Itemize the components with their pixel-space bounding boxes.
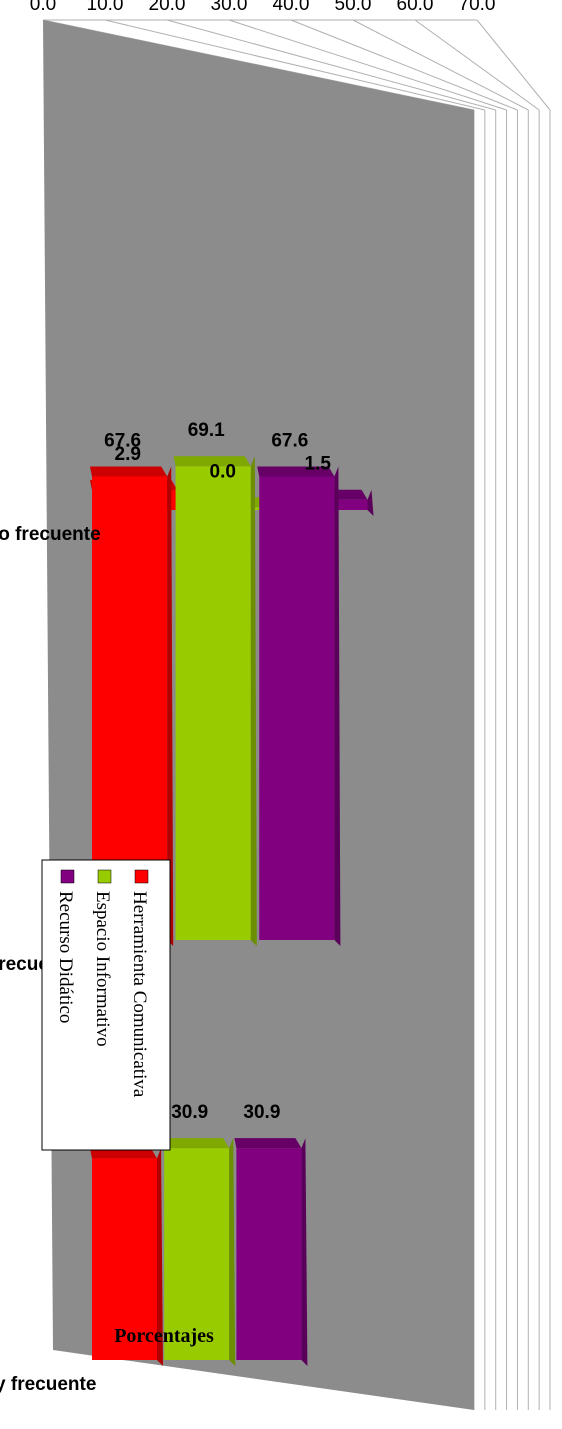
y-tick-label: 20.0 <box>149 0 186 15</box>
y-tick-label: 40.0 <box>273 0 310 15</box>
legend-swatch-herramienta <box>135 870 148 883</box>
gridline-diag-6 <box>415 20 539 110</box>
y-tick-label: 10.0 <box>87 0 124 15</box>
y-tick-label: 50.0 <box>335 0 372 15</box>
y-tick-labels: 0.0 10.0 20.0 30.0 40.0 50.0 60.0 70.0 <box>30 0 496 15</box>
category-label-2: Muy frecuente <box>0 1374 96 1395</box>
bar-1-1 <box>176 466 251 940</box>
bar-top-0-1 <box>90 467 167 477</box>
data-label-0-1: 67.6 <box>104 430 141 451</box>
data-label-1-0: 0.0 <box>210 461 236 482</box>
legend-label-recurso: Recurso Didático <box>55 891 76 1023</box>
data-label-1-2: 30.9 <box>171 1102 208 1123</box>
y-tick-label: 60.0 <box>397 0 434 15</box>
data-label-2-2: 30.9 <box>243 1102 280 1123</box>
bar-top-1-2 <box>162 1138 229 1148</box>
legend-label-espacio: Espacio Informativo <box>92 891 113 1047</box>
legend-label-herramienta: Herramienta Comunicativa <box>129 891 150 1098</box>
bar-2-1 <box>259 477 334 941</box>
legend-swatch-espacio <box>98 870 111 883</box>
legend: Herramienta Comunicativa Espacio Informa… <box>42 860 170 1150</box>
bar-top-2-2 <box>234 1138 301 1148</box>
bar-2-2 <box>236 1148 301 1360</box>
y-tick-label: 30.0 <box>211 0 248 15</box>
gridline-diag-7 <box>477 20 550 110</box>
y-tick-label: 70.0 <box>459 0 496 15</box>
data-label-1-1: 69.1 <box>188 420 225 441</box>
y-axis-title: Porcentajes <box>114 1325 214 1347</box>
data-label-2-0: 1.5 <box>305 454 332 475</box>
y-tick-label: 0.0 <box>30 0 56 15</box>
chart-body: 0.0 10.0 20.0 30.0 40.0 50.0 60.0 70.0 2.90.0 1.… <box>0 0 550 1410</box>
legend-swatch-recurso <box>61 870 74 883</box>
category-label-0: Poco frecuente <box>0 524 101 545</box>
data-label-2-1: 67.6 <box>271 430 308 451</box>
